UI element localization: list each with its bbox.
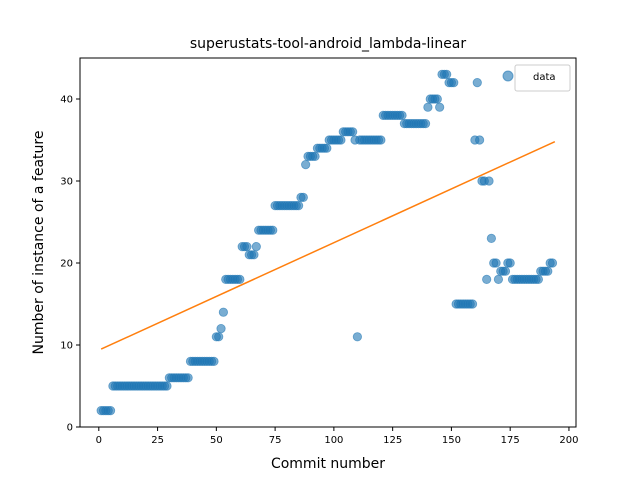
data-point	[105, 405, 116, 416]
data-point	[484, 176, 494, 186]
data-point	[442, 69, 452, 80]
data-point	[301, 160, 311, 170]
y-axis-label: Number of instance of a feature	[31, 131, 47, 355]
legend: data	[502, 64, 571, 92]
legend-box	[514, 64, 571, 92]
x-tick-label: 0	[96, 435, 102, 446]
data-point	[348, 127, 358, 137]
data-point	[218, 307, 228, 317]
x-axis-label: Commit number	[271, 456, 385, 472]
legend-marker	[502, 70, 514, 82]
chart-title: superustats-tool-android_lambda-linear	[190, 36, 467, 52]
data-points-layer	[96, 69, 558, 416]
data-point	[242, 242, 252, 252]
y-tick-label: 0	[67, 423, 73, 434]
data-point	[310, 151, 320, 161]
fit-line	[100, 140, 556, 350]
data-point	[249, 250, 259, 260]
y-tick-label: 10	[60, 341, 73, 352]
data-point	[268, 225, 278, 235]
legend-label: data	[533, 72, 556, 83]
data-point	[543, 266, 553, 276]
data-point	[336, 135, 346, 145]
data-point	[214, 332, 224, 342]
x-tick-label: 100	[324, 435, 343, 446]
data-point	[467, 299, 478, 309]
data-point	[294, 201, 304, 211]
data-point	[449, 78, 459, 88]
x-tick-label: 150	[442, 435, 461, 446]
data-point	[235, 274, 245, 284]
data-point	[397, 110, 407, 121]
data-point	[216, 323, 226, 334]
data-point	[472, 78, 482, 88]
data-point	[505, 258, 515, 268]
data-point	[435, 102, 445, 112]
data-point	[298, 192, 308, 202]
x-tick-label: 200	[559, 435, 578, 446]
plot-frame	[79, 57, 577, 428]
x-tick-label: 75	[269, 435, 282, 446]
data-point	[500, 266, 511, 276]
data-point	[209, 356, 219, 366]
x-tick-label: 125	[383, 435, 402, 446]
x-tick-label: 50	[210, 435, 223, 446]
y-tick-label: 40	[60, 95, 73, 106]
y-axis-ticks: 0 10 20 30 40	[60, 95, 80, 434]
data-point	[475, 135, 485, 145]
data-point	[251, 242, 261, 252]
data-point	[162, 381, 172, 391]
data-point	[432, 94, 442, 104]
fit-line-layer	[100, 140, 556, 350]
data-point	[322, 143, 332, 153]
data-point	[547, 258, 558, 268]
data-point	[486, 233, 496, 243]
data-point	[420, 119, 431, 129]
x-axis-ticks: 0 25 50 75 100 125 150 175 200	[96, 427, 578, 446]
data-point	[482, 274, 492, 284]
data-point	[376, 135, 386, 145]
data-point	[533, 274, 543, 284]
data-point	[493, 274, 504, 284]
y-tick-label: 20	[60, 259, 73, 270]
y-tick-label: 30	[60, 177, 73, 188]
x-tick-label: 175	[501, 435, 520, 446]
data-point	[352, 332, 362, 342]
data-point	[491, 258, 501, 268]
data-point	[423, 102, 433, 112]
x-tick-label: 25	[151, 435, 164, 446]
data-point	[183, 373, 193, 383]
